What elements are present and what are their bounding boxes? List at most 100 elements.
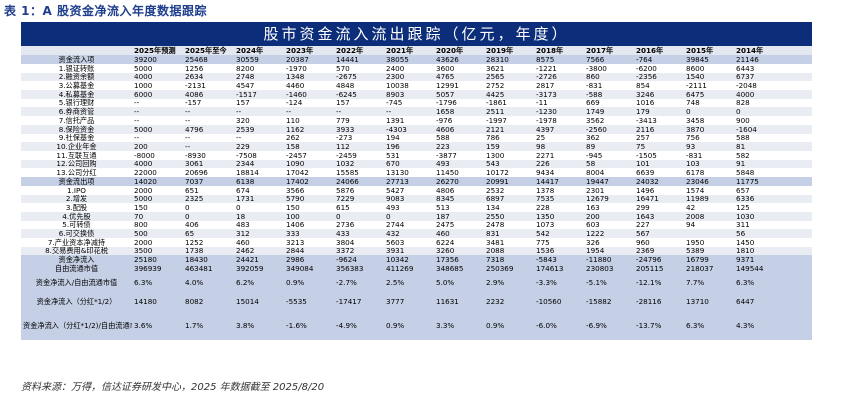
- table-cell: 14020: [132, 176, 183, 186]
- table-cell: 1536: [534, 246, 584, 256]
- table-cell: 657: [734, 185, 812, 195]
- table-cell: 7535: [534, 194, 584, 204]
- table-row: 资金净流入/自由流通市值 6.3% 4.0% 6.2% 0.9% -2.7% 2.5% 5.0…: [21, 273, 812, 293]
- table-cell: 6897: [484, 194, 534, 204]
- row-label: 资金流出项: [21, 176, 132, 186]
- table-cell: 779: [334, 116, 384, 125]
- table-cell: 110: [284, 116, 334, 125]
- table-cell: 2000: [132, 185, 183, 195]
- table-cell: 542: [534, 229, 584, 239]
- table-cell: 159: [484, 142, 534, 151]
- table-cell: 411269: [384, 264, 434, 274]
- row-label: 3.配股: [21, 203, 132, 212]
- table-cell: 1000: [132, 81, 183, 91]
- table-cell: 174613: [534, 264, 584, 274]
- table-cell: 4460: [284, 81, 334, 91]
- table-cell: 24066: [334, 176, 384, 186]
- header-year-cell: 2017年: [584, 46, 634, 55]
- row-label: 7.信托产品: [21, 116, 132, 125]
- header-year-cell: 2015年: [684, 46, 734, 55]
- table-cell: 0: [183, 203, 234, 212]
- table-cell: 493: [434, 159, 484, 169]
- table-cell: -7508: [234, 150, 284, 160]
- table-cell: --: [183, 116, 234, 125]
- table-cell: 6443: [734, 64, 812, 73]
- table-cell: 4606: [434, 124, 484, 134]
- table-cell: 27713: [384, 176, 434, 186]
- table-cell: -1970: [284, 64, 334, 73]
- table-cell: 531: [384, 150, 434, 160]
- row-label: 5.银行理财: [21, 98, 132, 108]
- header-year-cell: 2022年: [334, 46, 384, 55]
- table-cell: 7229: [334, 194, 384, 204]
- table-cell: -2457: [284, 150, 334, 160]
- table-cell: -1505: [634, 150, 684, 160]
- table-cell: 7318: [484, 255, 534, 265]
- table-cell: 24032: [634, 176, 684, 186]
- table-row: 5.可转债 800 406 483 1406 2736 2744 2475 2478 1073 60…: [21, 220, 812, 230]
- table-cell: 2565: [484, 72, 534, 82]
- table-cell: 2400: [384, 64, 434, 73]
- row-label: 自由流通市值: [21, 264, 132, 274]
- table-cell: -1978: [534, 116, 584, 125]
- table-cell: 775: [534, 238, 584, 247]
- table-row: 4.优先股 70 0 18 100 0 0 187 2550 1350 200 1643 2008 103…: [21, 212, 812, 221]
- table-row: 11.互联互通 -8000 -8930 -7508 -2457 -2459 531 -3877…: [21, 150, 812, 160]
- table-cell: 567: [634, 229, 684, 239]
- table-cell: 8903: [384, 90, 434, 99]
- table-cell: 94: [684, 220, 734, 230]
- table-cell: 5000: [132, 194, 183, 204]
- table-row: 2.增发 5000 2325 1731 5790 7229 9083 8345 6897 7535…: [21, 194, 812, 204]
- table-cell: 91: [734, 159, 812, 169]
- table-cell: 8575: [534, 55, 584, 64]
- table-cell: 65: [183, 229, 234, 239]
- table-cell: 6737: [734, 72, 812, 82]
- table-cell: 70: [132, 212, 183, 221]
- table-cell: -9624: [334, 255, 384, 265]
- table-cell: -11: [534, 98, 584, 108]
- table-cell: -976: [434, 116, 484, 125]
- table-cell: 3213: [284, 238, 334, 247]
- table-cell: -1221: [534, 64, 584, 73]
- table-cell: 4765: [434, 72, 484, 82]
- table-cell: 158: [284, 142, 334, 151]
- table-cell: 2.9%: [484, 273, 534, 293]
- table-cell: -28116: [634, 292, 684, 312]
- table-cell: -24796: [634, 255, 684, 265]
- table-cell: --: [334, 107, 384, 117]
- table-cell: 2462: [234, 246, 284, 256]
- table-cell: 98: [534, 142, 584, 151]
- table-cell: 1162: [284, 124, 334, 134]
- table-cell: 150: [284, 203, 334, 212]
- table-cell: 56: [734, 229, 812, 239]
- table-cell: 75: [634, 142, 684, 151]
- table-cell: 433: [334, 229, 384, 239]
- header-year-cell: 2025年预测: [132, 46, 183, 55]
- table-cell: -4303: [384, 124, 434, 134]
- table-caption: 表 1：A 股资金净流入年度数据跟踪: [4, 4, 207, 18]
- table-cell: 960: [634, 238, 684, 247]
- table-cell: 100: [284, 212, 334, 221]
- table-cell: 1030: [734, 212, 812, 221]
- table-cell: 828: [734, 98, 812, 108]
- table-cell: 3.3%: [434, 311, 484, 341]
- table-cell: 4000: [132, 159, 183, 169]
- table-cell: 513: [434, 203, 484, 212]
- table-cell: 18814: [234, 168, 284, 177]
- table-cell: -3800: [584, 64, 634, 73]
- table-cell: 10038: [384, 81, 434, 91]
- table-cell: 854: [634, 81, 684, 91]
- table-cell: 0: [183, 212, 234, 221]
- table-cell: -15882: [584, 292, 634, 312]
- table-cell: 3931: [384, 246, 434, 256]
- table-cell: 406: [183, 220, 234, 230]
- table-cell: 3777: [384, 292, 434, 312]
- table-cell: 1574: [684, 185, 734, 195]
- table-cell: 9083: [384, 194, 434, 204]
- table-cell: -831: [684, 150, 734, 160]
- table-cell: 5848: [734, 168, 812, 177]
- row-label: 资金净流入: [21, 255, 132, 265]
- table-cell: 22000: [132, 168, 183, 177]
- table-cell: --: [234, 133, 284, 143]
- table-cell: 2817: [534, 81, 584, 91]
